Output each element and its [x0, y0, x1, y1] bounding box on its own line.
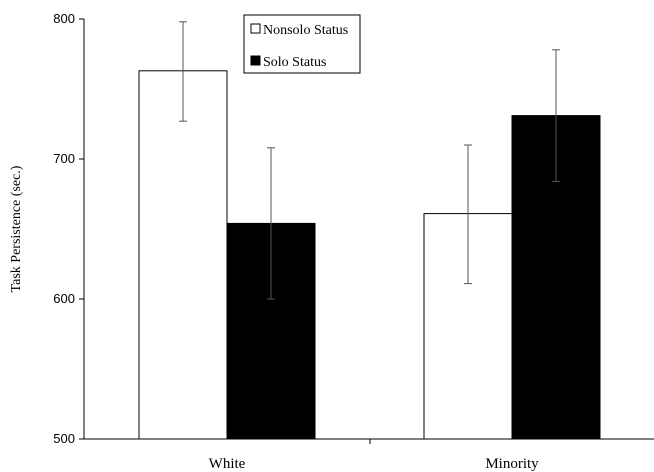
y-tick-label: 500 [53, 431, 75, 446]
legend-box [243, 14, 361, 74]
y-tick-label: 700 [53, 151, 75, 166]
x-category-label: Minority [485, 456, 539, 472]
y-tick-label: 600 [53, 291, 75, 306]
x-axis-categories: White Minority [209, 439, 539, 472]
legend-swatch-nonsolo [250, 23, 261, 34]
legend-label-solo: Solo Status [263, 55, 326, 70]
y-axis-title: Task Persistence (sec.) [9, 165, 24, 292]
bar-nonsolo-white [138, 70, 228, 440]
x-category-label: White [209, 456, 246, 472]
legend: Nonsolo Status Solo Status [243, 14, 361, 74]
legend-swatch-solo [250, 55, 261, 66]
y-tick-label: 800 [53, 11, 75, 26]
y-axis-ticks: 500 600 700 800 [53, 11, 84, 446]
legend-label-nonsolo: Nonsolo Status [263, 23, 348, 38]
error-bars [179, 21, 560, 300]
bars [138, 70, 601, 440]
